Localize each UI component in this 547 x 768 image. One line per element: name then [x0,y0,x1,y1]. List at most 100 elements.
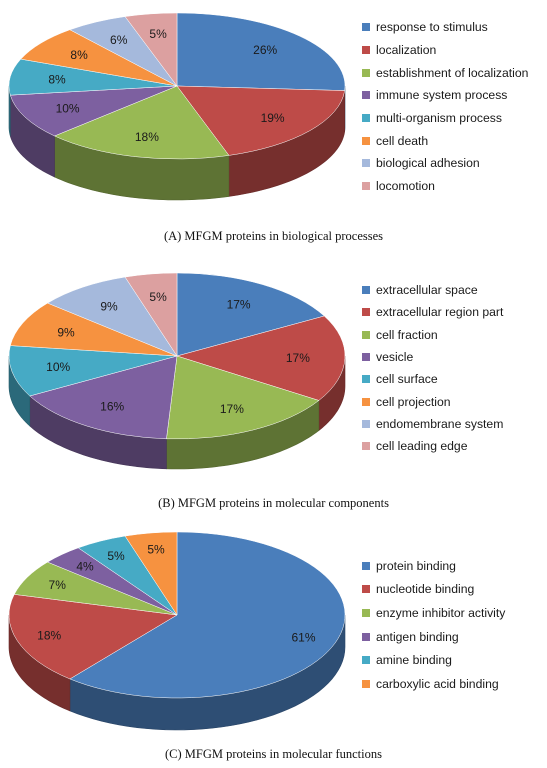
legend-label: cell death [376,133,429,148]
pie-data-label-extracellular-space: 17% [227,298,251,312]
pie-chart-biological-processes: 26% 19% 18% 10% 8% 8% 6% 5% [8,12,346,201]
legend-label: protein binding [376,558,456,573]
legend-item-multi-organism-process: multi-organism process [362,107,528,130]
chart-panel-molecular-functions: 61% 18% 7% 4% 5% 5% protein binding nucleotide… [0,520,547,768]
legend-swatch [362,286,370,295]
legend-label: multi-organism process [376,111,502,126]
chart-caption-molecular-functions: (C) MFGM proteins in molecular functions [165,747,382,761]
legend-item-extracellular-region-part: extracellular region part [362,301,503,323]
legend-item-carboxylic-acid-binding: carboxylic acid binding [362,672,505,696]
legend-swatch [362,679,370,688]
legend-item-nucleotide-binding: nucleotide binding [362,578,505,602]
legend-label: localization [376,43,437,58]
legend-label: extracellular region part [376,305,504,320]
legend-item-amine-binding: amine binding [362,648,505,672]
legend-item-cell-surface: cell surface [362,368,503,390]
legend-label: enzyme inhibitor activity [376,605,506,620]
legend-label: establishment of localization [376,65,529,80]
legend-swatch [362,656,370,665]
pie-data-label-endomembrane-system: 9% [100,300,118,314]
chart-caption-molecular-components: (B) MFGM proteins in molecular component… [158,496,389,510]
legend-swatch [362,561,370,570]
pie-data-label-protein-binding: 61% [291,631,315,645]
legend-item-immune-system-process: immune system process [362,84,528,107]
legend-item-protein-binding: protein binding [362,554,505,578]
pie-slice-cell-leading-edge [124,272,178,357]
pie-data-label-establishment-of-localization: 18% [135,130,159,144]
pie-data-label-cell-projection: 9% [57,325,75,339]
pie-slice-endomembrane-system [46,276,178,357]
legend-item-endomembrane-system: endomembrane system [362,413,503,435]
pie-data-label-cell-death: 8% [70,48,88,62]
legend-swatch [362,46,370,55]
pie-data-label-multi-organism-process: 8% [48,72,66,86]
legend-swatch [362,114,370,123]
legend-label: antigen binding [376,629,459,644]
pie-slice-response-to-stimulus [176,12,346,91]
legend-label: locomotion [376,179,435,194]
pie-slice-carboxylic-acid-binding [124,531,178,616]
pie-data-label-carboxylic-acid-binding: 5% [147,542,165,556]
legend-swatch [362,375,370,384]
pie-slice-localization [176,85,345,156]
pie-data-label-antigen-binding: 4% [76,560,94,574]
pie-slice-cell-fraction [166,355,320,440]
legend-label: carboxylic acid binding [376,676,499,691]
pie-slice-locomotion [124,12,178,87]
legend-item-localization: localization [362,39,528,62]
pie-data-label-biological-adhesion: 6% [110,33,128,47]
chart-panel-molecular-components: 17% 17% 17% 16% 10% 9% 9% 5% extracellular spac… [0,258,547,513]
legend-item-biological-adhesion: biological adhesion [362,152,528,175]
pie-data-label-amine-binding: 5% [107,549,125,563]
legend-swatch [362,442,370,451]
pie-slice-extracellular-region-part [176,315,346,401]
pie-data-label-nucleotide-binding: 18% [37,629,61,643]
legend-label: response to stimulus [376,20,488,35]
legend-molecular-components: extracellular space extracellular region … [362,279,503,457]
pie-slice-immune-system-process [9,85,178,137]
legend-label: cell leading edge [376,439,468,454]
legend-swatch [362,23,370,32]
legend-swatch [362,182,370,191]
legend-label: amine binding [376,653,452,668]
pie-data-label-vesicle: 16% [100,400,124,414]
pie-data-label-response-to-stimulus: 26% [253,43,277,57]
legend-label: cell surface [376,372,438,387]
pie-data-label-locomotion: 5% [149,27,167,41]
pie-slice-establishment-of-localization [53,85,230,160]
pie-data-label-cell-surface: 10% [46,360,70,374]
legend-swatch [362,608,370,617]
legend-item-cell-fraction: cell fraction [362,324,503,346]
pie-data-label-cell-leading-edge: 5% [149,290,167,304]
legend-item-antigen-binding: antigen binding [362,625,505,649]
legend-label: cell projection [376,394,451,409]
pie-chart-molecular-components: 17% 17% 17% 16% 10% 9% 9% 5% [8,272,346,470]
legend-label: endomembrane system [376,416,504,431]
legend-item-cell-leading-edge: cell leading edge [362,435,503,457]
pie-data-label-extracellular-region-part: 17% [286,351,310,365]
legend-item-cell-projection: cell projection [362,390,503,412]
legend-item-response-to-stimulus: response to stimulus [362,16,528,39]
legend-item-establishment-of-localization: establishment of localization [362,61,528,84]
legend-item-vesicle: vesicle [362,346,503,368]
legend-swatch [362,330,370,339]
legend-swatch [362,585,370,594]
pie-slice-nucleotide-binding [8,594,178,680]
pie-chart-molecular-functions: 61% 18% 7% 4% 5% 5% [8,531,346,731]
legend-swatch [362,68,370,77]
chart-caption-biological-processes: (A) MFGM proteins in biological processe… [163,229,384,243]
pie-slice-vesicle [29,355,178,440]
legend-molecular-functions: protein binding nucleotide binding enzyme … [362,554,505,696]
legend-swatch [362,353,370,362]
legend-swatch [362,91,370,100]
legend-label: vesicle [376,350,414,365]
legend-swatch [362,136,370,145]
legend-swatch [362,159,370,168]
legend-label: immune system process [376,88,508,103]
legend-label: nucleotide binding [376,582,475,597]
legend-label: biological adhesion [376,156,480,171]
pie-data-label-localization: 19% [261,111,285,125]
legend-biological-processes: response to stimulus localization establis… [362,16,528,198]
pie-slice-cell-projection [10,302,178,357]
legend-item-locomotion: locomotion [362,175,528,198]
